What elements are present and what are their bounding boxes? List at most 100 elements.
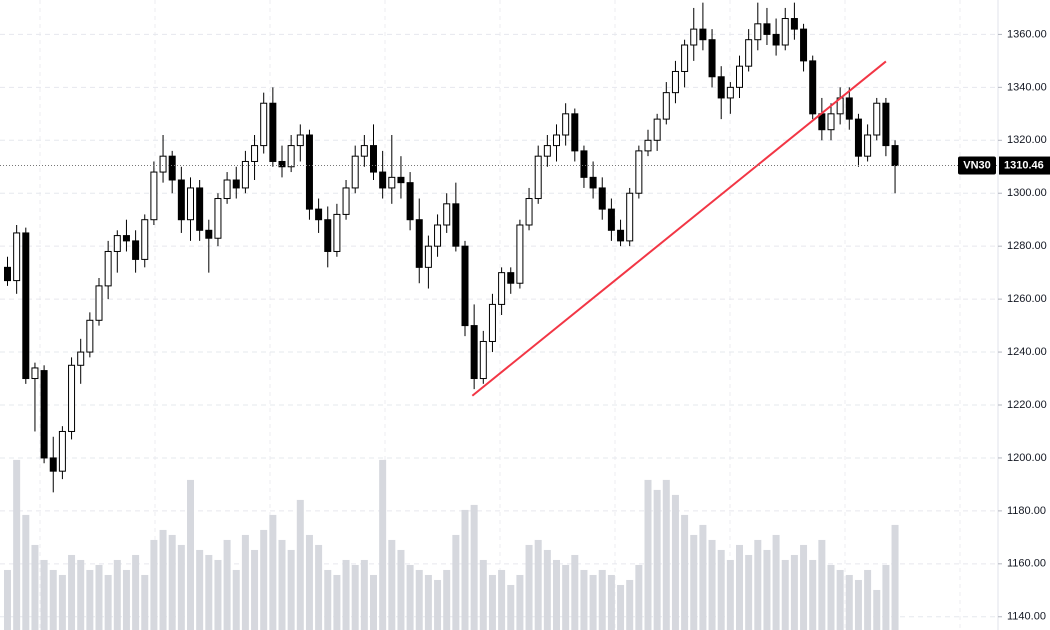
volume-bar <box>488 574 496 630</box>
candle-body <box>77 351 85 366</box>
volume-bar <box>635 564 643 630</box>
volume-bar <box>662 479 670 630</box>
candle-body <box>13 232 21 282</box>
candle-body <box>333 213 341 252</box>
candle-body <box>351 155 359 189</box>
volume-bar <box>251 549 259 630</box>
symbol-badge <box>958 156 996 175</box>
volume-bar <box>77 559 85 630</box>
volume-bar <box>187 479 194 630</box>
candle-body <box>809 60 817 115</box>
volume-bar <box>507 584 515 630</box>
candle-body <box>187 187 194 221</box>
volume-bar <box>132 554 140 630</box>
volume-bar <box>736 544 743 630</box>
candle-body <box>891 145 899 167</box>
candle-body <box>141 219 149 260</box>
volume-bar <box>699 524 707 630</box>
y-tick-label: 1260.00 <box>1007 293 1047 305</box>
candle-body <box>845 97 853 120</box>
volume-bar <box>864 569 872 630</box>
volume-bar <box>708 539 716 630</box>
volume-bar <box>644 479 652 630</box>
volume-bar <box>653 489 661 630</box>
candle-body <box>516 224 524 284</box>
y-tick-label: 1180.00 <box>1007 505 1046 517</box>
volume-bar <box>598 569 606 630</box>
candle-body <box>626 192 634 242</box>
candle-body <box>854 118 862 157</box>
volume-bar <box>351 564 359 630</box>
volume-bar <box>168 534 176 630</box>
candle-body <box>122 235 130 242</box>
volume-bar <box>113 559 121 630</box>
volume-bar <box>95 564 103 630</box>
candle-body <box>598 187 606 210</box>
candle-body <box>397 176 405 184</box>
candle-body <box>690 28 698 46</box>
volume-bar <box>278 539 286 630</box>
volume-bar <box>370 574 377 630</box>
volume-bar <box>873 589 881 630</box>
candle-body <box>223 179 231 200</box>
volume-bar <box>534 539 542 630</box>
candle-body <box>113 235 121 252</box>
candle-body <box>617 229 625 242</box>
candle-body <box>58 430 66 472</box>
volume-bar <box>763 549 771 630</box>
volume-bar <box>845 574 853 630</box>
candle-body <box>434 224 442 247</box>
candle-body <box>644 139 652 152</box>
candle-body <box>461 245 469 327</box>
volume-bar <box>49 569 57 630</box>
y-tick-label: 1160.00 <box>1007 558 1046 570</box>
volume-bar <box>305 534 313 630</box>
volume-bar <box>296 499 304 630</box>
volume-bar <box>553 559 560 630</box>
candle-body <box>305 134 313 210</box>
candle-body <box>4 266 11 282</box>
candle-body <box>86 319 94 353</box>
volume-bar <box>150 539 158 630</box>
last-price-label: 1310.46 <box>1004 159 1044 171</box>
candle-body <box>260 102 268 147</box>
candle-body <box>671 70 679 94</box>
candle-body <box>507 272 515 284</box>
y-tick-label: 1320.00 <box>1007 134 1047 146</box>
volume-bar <box>122 569 130 630</box>
candle-body <box>296 134 304 147</box>
candle-body <box>882 102 890 147</box>
volume-bar <box>104 574 112 630</box>
candle-body <box>470 325 478 380</box>
candle-body <box>717 76 725 99</box>
candle-body <box>699 28 707 41</box>
candle-body <box>324 219 332 252</box>
volume-bar <box>525 544 533 630</box>
candle-body <box>781 18 789 46</box>
candle-body <box>790 18 798 30</box>
volume-bar <box>516 574 524 630</box>
candle-body <box>269 102 277 162</box>
candle-body <box>415 219 423 268</box>
y-tick-label: 1280.00 <box>1007 240 1047 252</box>
candle-body <box>232 179 240 189</box>
volume-bar <box>580 569 588 630</box>
candle-body <box>168 155 176 181</box>
candle-body <box>379 171 387 189</box>
volume-bar <box>882 564 890 630</box>
candle-body <box>104 250 112 287</box>
candle-body <box>772 33 780 46</box>
volume-bar <box>790 554 798 630</box>
candle-body <box>287 145 295 168</box>
candle-body <box>132 240 140 260</box>
candle-body <box>370 145 377 173</box>
candle-body <box>360 145 368 157</box>
volume-bar <box>607 574 615 630</box>
y-tick-label: 1340.00 <box>1007 81 1047 93</box>
volume-bar <box>726 559 734 630</box>
volume-bar <box>589 574 597 630</box>
candle-body <box>662 92 670 120</box>
volume-bar <box>4 569 11 630</box>
candle-body <box>818 113 826 131</box>
